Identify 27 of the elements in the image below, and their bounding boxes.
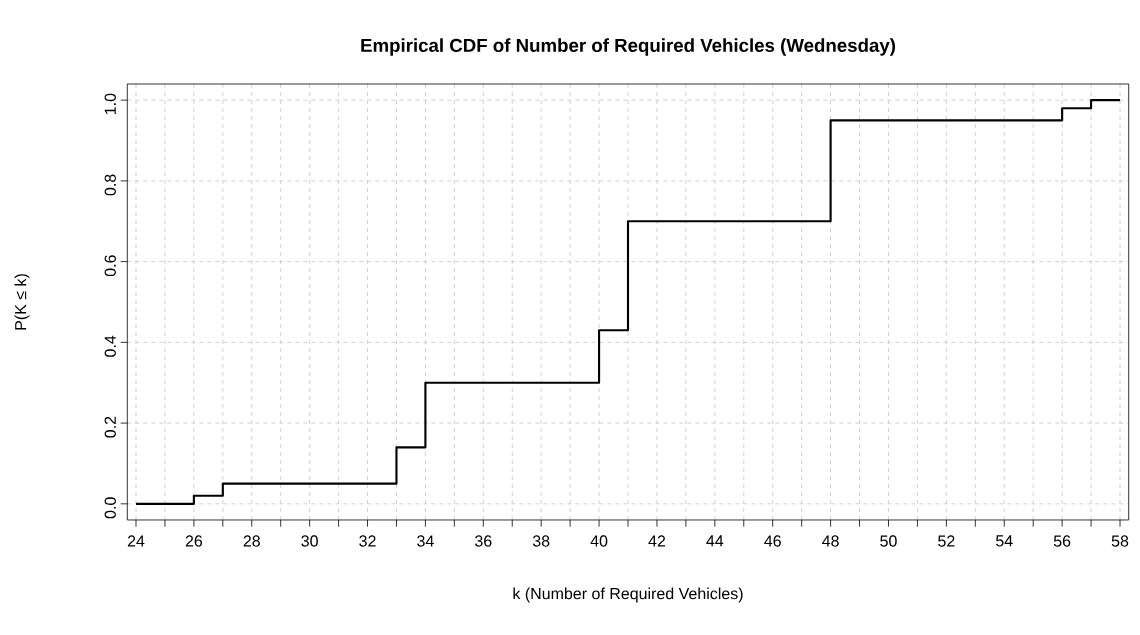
x-tick-label: 24	[127, 535, 145, 547]
x-tick-label: 48	[822, 535, 839, 547]
y-tick-label: 0.0	[104, 497, 116, 519]
x-tick-label: 56	[1053, 535, 1071, 547]
x-tick-label: 44	[706, 535, 724, 547]
x-tick-label: 50	[880, 535, 897, 547]
y-tick-label: 1.0	[104, 93, 116, 115]
x-axis-title: k (Number of Required Vehicles)	[513, 587, 743, 603]
x-tick-label: 36	[475, 535, 492, 547]
x-tick-label: 42	[648, 535, 666, 547]
x-tick-label: 26	[185, 535, 203, 547]
x-tick-label: 40	[590, 535, 608, 547]
x-tick-label: 54	[996, 535, 1013, 547]
x-tick-label: 46	[764, 535, 781, 547]
x-tick-label: 58	[1111, 535, 1129, 547]
x-tick-label: 30	[301, 535, 318, 547]
x-tick-label: 28	[243, 535, 260, 547]
x-tick-label: 38	[532, 535, 550, 547]
y-tick-label: 0.4	[104, 335, 116, 357]
x-tick-label: 34	[417, 535, 434, 547]
x-tick-label: 52	[938, 535, 955, 547]
y-tick-label: 0.8	[104, 174, 116, 196]
y-axis-title: P(K ≤ k)	[14, 274, 30, 330]
chart-title: Empirical CDF of Number of Required Vehicles (Wednesday)	[361, 38, 896, 56]
y-tick-label: 0.2	[104, 416, 116, 438]
x-tick-label: 32	[359, 535, 376, 547]
y-tick-label: 0.6	[104, 255, 116, 277]
